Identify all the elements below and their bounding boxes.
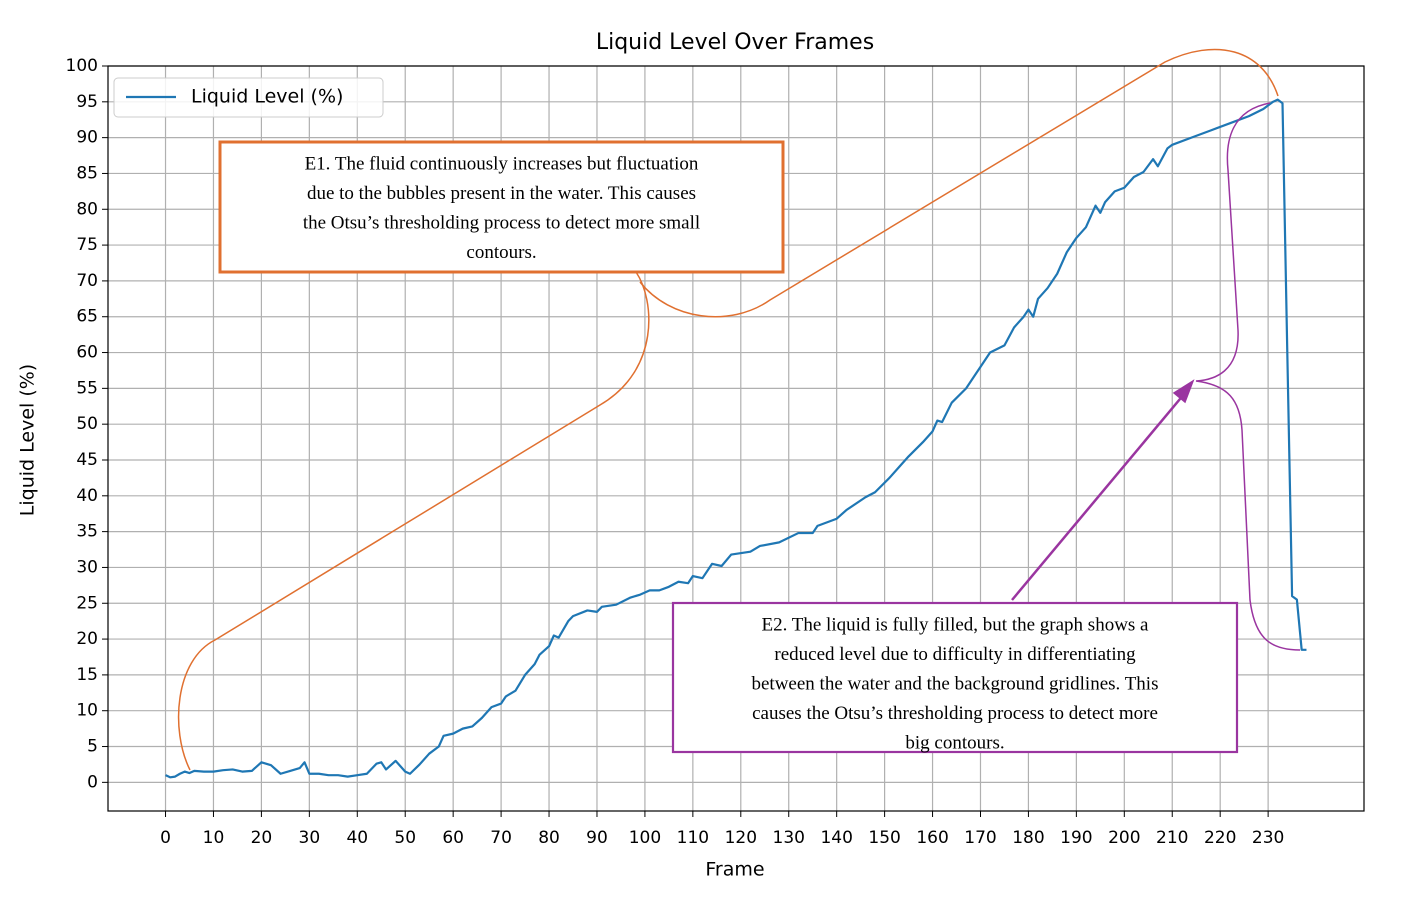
x-tick-label: 20: [251, 828, 273, 848]
brace: [1195, 102, 1301, 651]
annotation-text: reduced level due to difficulty in diffe…: [774, 644, 1136, 665]
annotation-text: due to the bubbles present in the water.…: [307, 183, 696, 204]
plot: [165, 98, 1307, 779]
x-tick-label: 190: [1060, 828, 1092, 848]
x-tick-label: 120: [725, 828, 757, 848]
brace: [639, 48, 1279, 318]
x-tick-label: 170: [964, 828, 996, 848]
x-tick-label: 0: [160, 828, 171, 848]
annotation-text: causes the Otsu’s thresholding process t…: [752, 703, 1158, 724]
x-tick-label: 30: [299, 828, 321, 848]
y-tick-label: 85: [76, 163, 98, 183]
annotation-text: E1. The fluid continuously increases but…: [305, 153, 699, 174]
y-tick-label: 95: [76, 92, 98, 112]
legend-box: [113, 77, 384, 118]
x-tick-label: 230: [1252, 828, 1284, 848]
legend-label: Liquid Level (%): [191, 86, 343, 108]
annotation-text: between the water and the background gri…: [752, 673, 1159, 694]
x-axis-label: Frame: [705, 859, 764, 881]
y-tick-label: 65: [76, 307, 98, 327]
x-tick-label: 130: [773, 828, 805, 848]
x-tick-label: 160: [916, 828, 948, 848]
y-tick-label: 60: [76, 343, 98, 363]
annotation-text: big contours.: [905, 732, 1004, 753]
x-tick-label: 200: [1108, 828, 1140, 848]
annotations: E1. The fluid continuously increases but…: [218, 140, 1239, 754]
annotation-box: [671, 601, 1239, 754]
y-tick-label: 30: [76, 557, 98, 577]
y-tick-label: 35: [76, 522, 98, 542]
y-tick-label: 20: [76, 629, 98, 649]
arrow: [1011, 386, 1191, 601]
arrow-head: [1172, 379, 1195, 404]
legend: Liquid Level (%): [113, 77, 384, 118]
y-tick-label: 45: [76, 450, 98, 470]
y-tick-label: 55: [76, 378, 98, 398]
plot-frame: [107, 65, 1365, 812]
x-tick-label: 70: [490, 828, 512, 848]
annotation-shapes: [177, 48, 1301, 771]
annotation-box: [218, 140, 785, 274]
x-tick-label: 50: [394, 828, 416, 848]
y-tick-label: 100: [66, 56, 98, 76]
y-tick-label: 70: [76, 271, 98, 291]
x-tick-label: 110: [677, 828, 709, 848]
y-tick-label: 40: [76, 486, 98, 506]
y-tick-label: 25: [76, 593, 98, 613]
chart-title: Liquid Level Over Frames: [596, 30, 874, 55]
annotation-text: E2. The liquid is fully filled, but the …: [762, 614, 1150, 635]
x-tick-label: 10: [203, 828, 225, 848]
x-tick-label: 90: [586, 828, 608, 848]
x-tick-label: 100: [629, 828, 661, 848]
data-line: [165, 98, 1307, 779]
x-tick-label: 220: [1204, 828, 1236, 848]
y-axis-label: Liquid Level (%): [17, 364, 39, 516]
brace: [177, 271, 650, 771]
x-tick-label: 180: [1012, 828, 1044, 848]
y-tick-label: 50: [76, 414, 98, 434]
x-tick-label: 60: [442, 828, 464, 848]
y-tick-label: 90: [76, 128, 98, 148]
y-tick-label: 5: [87, 737, 98, 757]
y-tick-label: 10: [76, 701, 98, 721]
annotation-text: contours.: [466, 242, 536, 263]
y-tick-label: 75: [76, 235, 98, 255]
annotation-text: the Otsu’s thresholding process to detec…: [303, 212, 700, 233]
y-tick-label: 80: [76, 199, 98, 219]
x-tick-label: 80: [538, 828, 560, 848]
x-tick-label: 150: [868, 828, 900, 848]
y-tick-label: 15: [76, 665, 98, 685]
x-tick-label: 140: [820, 828, 852, 848]
x-tick-label: 210: [1156, 828, 1188, 848]
y-tick-label: 0: [87, 772, 98, 792]
x-tick-label: 40: [346, 828, 368, 848]
